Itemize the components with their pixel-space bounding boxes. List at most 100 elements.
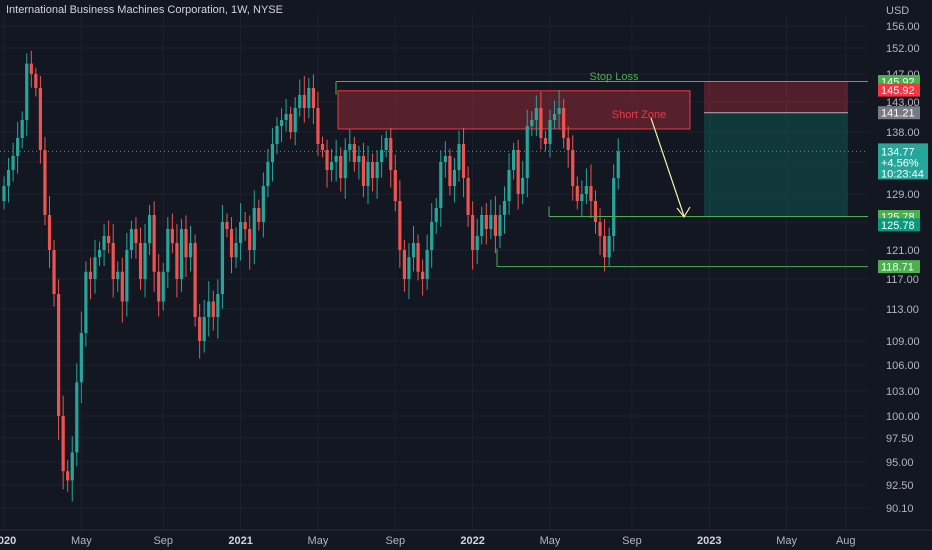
candle-body xyxy=(566,138,570,150)
candle-body xyxy=(543,138,548,144)
candle-body xyxy=(402,250,406,279)
candle-body xyxy=(70,452,74,481)
time-tick-label: Sep xyxy=(386,535,406,547)
candle-body xyxy=(320,144,325,150)
candle-body xyxy=(29,63,33,74)
candle-body xyxy=(534,108,538,120)
candlestick-series xyxy=(2,50,620,502)
candle-body xyxy=(143,243,147,279)
candle-body xyxy=(2,186,6,201)
candle-body xyxy=(493,215,497,236)
candle-body xyxy=(430,222,434,250)
time-tick-label: 2022 xyxy=(460,535,484,547)
down-arrow xyxy=(650,117,685,217)
candle-body xyxy=(229,229,234,258)
price-tag-label: 118.71 xyxy=(881,262,914,274)
candle-body xyxy=(289,114,293,132)
candle-body xyxy=(370,162,375,178)
candle-body xyxy=(261,186,265,222)
candle-body xyxy=(475,236,479,250)
candle-body xyxy=(129,229,133,250)
candle-body xyxy=(443,156,447,162)
price-tag-box xyxy=(878,218,920,232)
candle-body xyxy=(380,150,384,162)
candle-body xyxy=(216,294,220,317)
candle-body xyxy=(111,243,115,279)
time-tick-label: May xyxy=(540,535,561,547)
candle-body xyxy=(393,170,397,201)
price-tick-label: 129.00 xyxy=(886,189,920,201)
candle-body xyxy=(525,126,529,178)
time-tick-label: May xyxy=(71,535,92,547)
candle-body xyxy=(93,257,97,279)
candle-body xyxy=(198,317,202,341)
candle-body xyxy=(248,229,252,250)
price-tags: 145.92145.92141.21125.78125.78118.71134.… xyxy=(878,75,928,274)
stop-loss-zone xyxy=(704,81,848,113)
candle-body xyxy=(452,170,457,186)
candle-body xyxy=(598,222,602,236)
candle-body xyxy=(125,250,129,302)
price-tick-label: 95.00 xyxy=(886,457,914,469)
candle-body xyxy=(539,108,543,138)
candle-body xyxy=(6,170,11,186)
price-tick-label: 109.00 xyxy=(886,336,920,348)
price-tick-label: 121.00 xyxy=(886,245,920,257)
candle-body xyxy=(480,215,484,236)
candle-body xyxy=(489,215,493,229)
candle-body xyxy=(20,120,24,138)
candle-body xyxy=(348,144,352,150)
price-tick-label: 113.00 xyxy=(886,304,919,316)
candle-body xyxy=(421,271,425,279)
candle-body xyxy=(425,250,429,279)
price-tag-box xyxy=(878,260,920,274)
candle-body xyxy=(307,88,311,108)
candle-body xyxy=(293,108,297,132)
candle-body xyxy=(148,215,152,243)
last-price-value: 134.77 xyxy=(881,146,915,158)
candle-body xyxy=(157,271,161,302)
candle-body xyxy=(457,144,461,170)
price-tag-label: 145.92 xyxy=(881,85,915,97)
currency-label: USD xyxy=(886,5,909,17)
take-profit-zone xyxy=(704,112,848,217)
candle-body xyxy=(325,150,329,170)
stop-loss-label: Stop Loss xyxy=(590,71,639,83)
price-tick-label: 156.00 xyxy=(886,21,920,33)
candle-body xyxy=(512,150,516,170)
candle-body xyxy=(270,144,275,162)
candle-body xyxy=(134,229,138,243)
candle-body xyxy=(339,156,343,178)
candle-body xyxy=(398,201,402,250)
candle-body xyxy=(516,150,520,194)
candle-body xyxy=(116,271,120,279)
candle-body xyxy=(530,120,534,126)
candle-body xyxy=(330,162,334,170)
candle-body xyxy=(298,95,302,108)
candle-body xyxy=(521,178,525,194)
candle-body xyxy=(34,74,38,88)
candle-body xyxy=(507,170,511,201)
last-price-change: +4.56% xyxy=(881,157,919,169)
down-arrow-head xyxy=(676,206,691,219)
price-tick-label: 97.50 xyxy=(886,433,914,445)
candle-body xyxy=(334,156,338,162)
chart-title: International Business Machines Corporat… xyxy=(6,4,283,16)
candle-body xyxy=(225,222,229,229)
candle-body xyxy=(439,162,443,208)
candle-body xyxy=(84,271,88,333)
candle-body xyxy=(161,271,165,302)
candle-body xyxy=(61,416,65,472)
candle-body xyxy=(138,243,143,279)
candle-body xyxy=(257,208,261,222)
candle-body xyxy=(25,63,29,120)
candle-body xyxy=(343,150,347,178)
time-tick-label: 2020 xyxy=(0,535,16,547)
time-axis: 2020 May Sep 2021 May Sep 2022 May Sep 2023 May Aug xyxy=(0,529,932,547)
price-tag-label: 125.78 xyxy=(881,220,915,232)
time-tick-label: Sep xyxy=(153,535,173,547)
time-tick-label: 2023 xyxy=(697,535,721,547)
price-tick-label: 143.00 xyxy=(886,97,920,109)
candle-body xyxy=(107,236,111,243)
